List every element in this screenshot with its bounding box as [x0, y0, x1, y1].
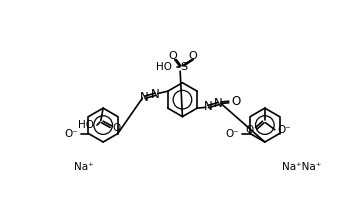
Text: O: O: [169, 51, 178, 61]
Text: O: O: [189, 51, 198, 61]
Text: N: N: [214, 97, 223, 110]
Text: Na⁺: Na⁺: [74, 162, 94, 172]
Text: HO: HO: [78, 120, 94, 130]
Text: O: O: [112, 123, 121, 133]
Text: O⁻: O⁻: [226, 129, 239, 139]
Text: O⁻: O⁻: [64, 129, 78, 139]
Text: HO: HO: [156, 62, 172, 72]
Text: N: N: [204, 100, 212, 113]
Text: N: N: [140, 91, 149, 104]
Text: Na⁺Na⁺: Na⁺Na⁺: [282, 162, 321, 172]
Text: S: S: [180, 62, 188, 72]
Text: O⁻: O⁻: [277, 125, 291, 135]
Text: N: N: [151, 88, 160, 101]
Text: O: O: [245, 126, 253, 135]
Text: O: O: [231, 95, 240, 109]
